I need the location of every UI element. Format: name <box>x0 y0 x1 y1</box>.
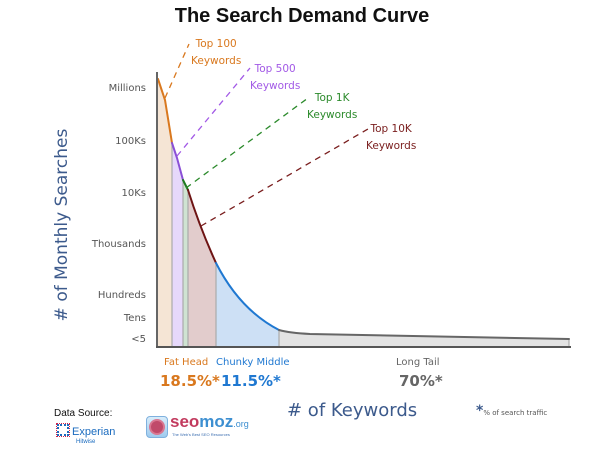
annotation-top-10k: Top 10K Keywords <box>366 123 417 152</box>
annotation-top-500: Top 500 Keywords <box>250 63 301 92</box>
leader-top-1k <box>185 97 309 189</box>
leader-top-10k <box>200 128 369 227</box>
curve-top-1k <box>182 179 189 191</box>
footnote-star: * <box>476 403 484 419</box>
seomoz-wordmark: seomoz.org <box>170 412 249 431</box>
y-tick-tens: Tens <box>123 313 146 324</box>
annotation-top-1k: Top 1K Keywords <box>307 92 358 121</box>
region-chunky-middle <box>216 263 279 347</box>
segment-long-tail-share: 70%* <box>399 372 443 390</box>
region-top-1k <box>183 180 188 347</box>
region-dividers <box>171 143 570 347</box>
y-tick-millions: Millions <box>108 83 146 94</box>
data-source-label: Data Source: <box>54 408 113 419</box>
y-tick-10ks: 10Ks <box>121 188 147 199</box>
footnote-text: % of search traffic <box>483 409 548 417</box>
y-axis-label: # of Monthly Searches <box>52 128 72 322</box>
y-tick-under-5: <5 <box>131 334 146 345</box>
region-top-100 <box>158 79 172 347</box>
y-tick-100ks: 100Ks <box>115 136 146 147</box>
region-top-10k <box>188 190 216 347</box>
curve-top-10k <box>187 189 217 264</box>
region-top-500 <box>172 143 183 347</box>
segment-chunky-middle-label: Chunky Middle <box>216 357 290 368</box>
annotation-top-100: Top 100 Keywords <box>191 38 242 67</box>
x-axis-label: # of Keywords <box>287 400 418 421</box>
seomoz-badge-icon <box>146 416 168 438</box>
curve-top-100 <box>157 78 173 144</box>
experian-icon <box>56 423 70 437</box>
segment-chunky-middle-share: 11.5%* <box>221 372 281 390</box>
experian-logo: Experian <box>56 423 115 438</box>
region-long-tail <box>279 330 569 347</box>
leader-top-500 <box>176 67 251 157</box>
y-tick-thousands: Thousands <box>91 239 146 250</box>
chart-title: The Search Demand Curve <box>174 5 430 27</box>
curve-long-tail <box>278 329 570 340</box>
hitwise-label: Hitwise <box>76 439 96 445</box>
curve-chunky-middle <box>215 262 280 331</box>
segment-long-tail-label: Long Tail <box>396 357 440 368</box>
segment-fat-head-label: Fat Head <box>164 357 209 368</box>
y-tick-hundreds: Hundreds <box>97 290 146 301</box>
seomoz-tagline: The Web's Best SEO Resources <box>172 432 230 437</box>
curve-top-500 <box>171 142 184 181</box>
footnote: *% of search traffic <box>476 403 547 419</box>
segment-fat-head-share: 18.5%* <box>160 372 220 390</box>
leader-top-100 <box>164 43 190 99</box>
